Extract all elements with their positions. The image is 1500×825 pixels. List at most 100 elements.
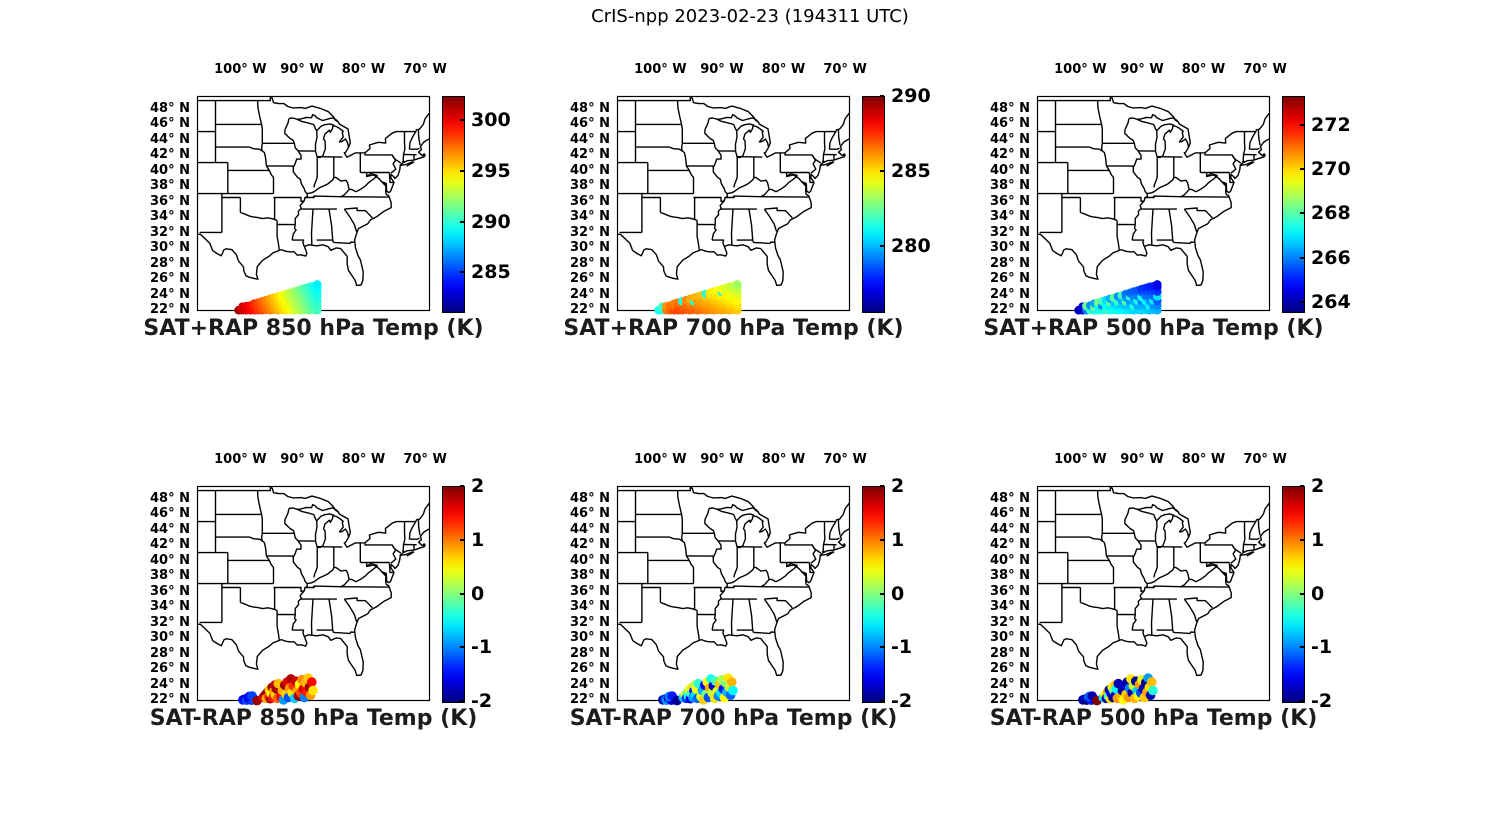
lat-tick-label: 42° N <box>990 147 1030 163</box>
colorbar-tick-label: 295 <box>471 160 511 183</box>
map-frame <box>1036 485 1271 702</box>
us-state-map <box>1037 487 1270 677</box>
lat-tick-label: 48° N <box>150 100 190 116</box>
map-frame <box>616 485 851 702</box>
lat-tick-label: 36° N <box>570 583 610 599</box>
lat-tick-label: 48° N <box>570 100 610 116</box>
map-svg <box>196 485 431 706</box>
colorbar-tick-label: 2 <box>1311 475 1325 497</box>
colorbar-tick <box>880 170 884 173</box>
lat-tick-label: 30° N <box>570 240 610 256</box>
lon-tick-label: 80° W <box>341 452 386 467</box>
lat-tick-label: 22° N <box>150 692 190 708</box>
lat-tick-label: 42° N <box>150 147 190 163</box>
map-svg <box>616 95 851 315</box>
lat-tick-label: 26° N <box>150 271 190 287</box>
lon-tick-label: 70° W <box>403 452 447 467</box>
lat-tick-label: 24° N <box>990 676 1030 692</box>
lat-tick-label: 38° N <box>570 568 610 584</box>
map-svg <box>1036 485 1271 706</box>
lat-tick-label: 46° N <box>570 506 610 522</box>
colorbar <box>1282 96 1305 313</box>
lat-tick-label: 44° N <box>150 521 190 537</box>
lat-tick-label: 36° N <box>990 193 1030 209</box>
lat-tick-label: 40° N <box>570 162 610 178</box>
lat-tick-label: 42° N <box>570 147 610 163</box>
colorbar-tick-label: 272 <box>1311 113 1351 136</box>
lat-tick-label: 22° N <box>990 692 1030 708</box>
lat-tick-label: 24° N <box>150 286 190 302</box>
colorbar <box>862 96 885 313</box>
lat-tick-label: 32° N <box>570 614 610 630</box>
lat-tick-label: 24° N <box>570 286 610 302</box>
lat-tick-label: 38° N <box>990 178 1030 194</box>
lat-tick-label: 38° N <box>150 568 190 584</box>
lat-tick-label: 36° N <box>990 583 1030 599</box>
lon-tick-label: 90° W <box>700 62 744 77</box>
lat-tick-label: 26° N <box>570 271 610 287</box>
lat-tick-label: 46° N <box>570 116 610 132</box>
colorbar-tick <box>1300 301 1304 304</box>
panel-sat-minus-rap-700: 100° W 90° W 80° W 70° W 48° N 46° N 44° N 42° … <box>532 444 972 746</box>
colorbar-tick-label: 270 <box>1311 158 1351 181</box>
colorbar <box>442 486 465 703</box>
colorbar-tick-label: -1 <box>1311 636 1333 659</box>
lat-tick-label: 48° N <box>570 490 610 506</box>
colorbar-tick <box>880 245 884 248</box>
lon-tick-label: 100° W <box>634 452 687 467</box>
colorbar-tick-label: 1 <box>1311 528 1325 551</box>
colorbar-tick <box>880 592 884 595</box>
colorbar-tick-label: 2 <box>891 475 905 497</box>
colorbar-tick <box>460 220 464 223</box>
lon-tick-label: 100° W <box>634 62 687 77</box>
lat-tick-label: 42° N <box>570 537 610 553</box>
colorbar-tick-label: -1 <box>471 636 493 659</box>
lat-tick-label: 30° N <box>150 630 190 646</box>
lon-tick-label: 90° W <box>700 452 744 467</box>
map-svg <box>1036 95 1271 315</box>
colorbar-tick-label: 2 <box>471 475 485 497</box>
lat-tick-label: 22° N <box>150 302 190 318</box>
lat-tick-label: 40° N <box>570 552 610 568</box>
lon-tick-label: 70° W <box>1243 62 1287 77</box>
lon-tick-label: 80° W <box>761 452 806 467</box>
lat-tick-label: 46° N <box>150 116 190 132</box>
scatter-dots <box>1078 673 1158 706</box>
map-frame <box>196 485 431 702</box>
lon-tick-label: 70° W <box>823 62 867 77</box>
lat-tick-label: 26° N <box>150 661 190 677</box>
lat-tick-label: 30° N <box>990 630 1030 646</box>
map-svg <box>616 485 851 706</box>
us-coast-outline <box>1037 97 1270 287</box>
colorbar-tick <box>460 119 464 122</box>
colorbar-tick-label: 0 <box>1311 582 1325 605</box>
us-coast-outline <box>1037 487 1270 677</box>
colorbar-tick-label: 280 <box>891 235 931 258</box>
lat-tick-label: 40° N <box>150 552 190 568</box>
colorbar-tick <box>880 646 884 649</box>
colorbar-tick <box>1300 700 1304 702</box>
us-coast-outline <box>197 487 430 677</box>
lat-tick-label: 22° N <box>570 692 610 708</box>
scatter-dots <box>1074 280 1162 315</box>
panel-sat-minus-rap-850: 100° W 90° W 80° W 70° W 48° N 46° N 44° N 42° … <box>112 444 552 746</box>
colorbar-tick <box>460 538 464 541</box>
lat-tick-label: 42° N <box>990 537 1030 553</box>
lat-tick-label: 44° N <box>570 131 610 147</box>
colorbar-tick <box>1300 256 1304 259</box>
figure-title: CrIS-npp 2023-02-23 (194311 UTC) <box>591 6 909 27</box>
lat-tick-label: 24° N <box>570 676 610 692</box>
lat-tick-label: 44° N <box>990 131 1030 147</box>
us-state-map <box>197 487 430 677</box>
colorbar-tick-label: 266 <box>1311 246 1351 269</box>
colorbar-tick <box>1300 646 1304 649</box>
us-state-map <box>617 97 850 287</box>
lat-tick-label: 44° N <box>990 521 1030 537</box>
lat-tick-label: 36° N <box>570 193 610 209</box>
lat-tick-label: 48° N <box>990 490 1030 506</box>
lat-tick-label: 38° N <box>570 178 610 194</box>
lat-tick-label: 28° N <box>150 255 190 271</box>
lat-tick-label: 28° N <box>990 255 1030 271</box>
lat-tick-label: 26° N <box>990 271 1030 287</box>
lat-tick-label: 32° N <box>150 614 190 630</box>
